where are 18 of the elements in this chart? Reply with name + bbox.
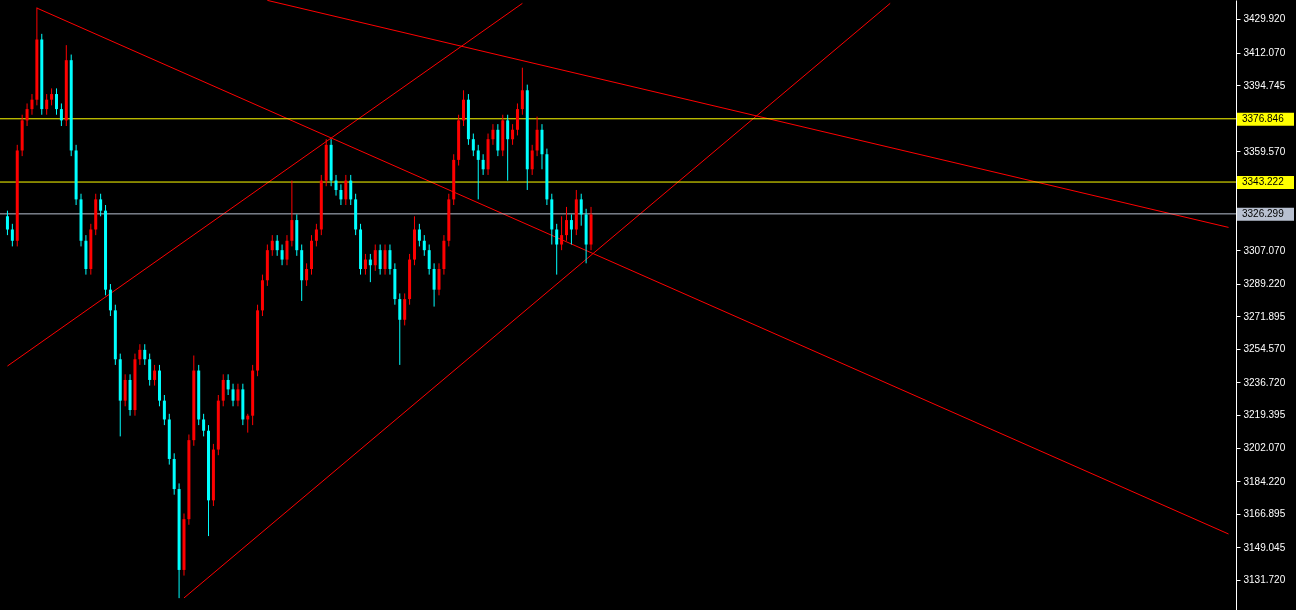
- y-tick-label: 3202.070: [1243, 442, 1286, 454]
- y-tick-label: 3131.720: [1243, 574, 1286, 586]
- y-tick-label: 3236.720: [1243, 376, 1286, 388]
- y-tick-label: 3412.070: [1243, 47, 1286, 59]
- ref-line-label: 3376.846: [1242, 112, 1285, 124]
- y-tick-label: 3429.920: [1243, 13, 1286, 25]
- y-tick-label: 3271.895: [1243, 310, 1286, 322]
- y-tick-label: 3289.220: [1243, 278, 1286, 290]
- y-tick-label: 3184.220: [1243, 475, 1286, 487]
- y-tick-label: 3307.070: [1243, 244, 1286, 256]
- y-tick-label: 3394.745: [1243, 79, 1286, 91]
- y-tick-label: 3166.895: [1243, 508, 1286, 520]
- y-tick-label: 3359.570: [1243, 145, 1286, 157]
- ref-line-label: 3326.299: [1242, 207, 1285, 219]
- y-tick-label: 3254.570: [1243, 343, 1286, 355]
- y-tick-label: 3149.045: [1243, 541, 1286, 553]
- ref-line-label: 3343.222: [1242, 176, 1285, 188]
- y-tick-label: 3219.395: [1243, 409, 1286, 421]
